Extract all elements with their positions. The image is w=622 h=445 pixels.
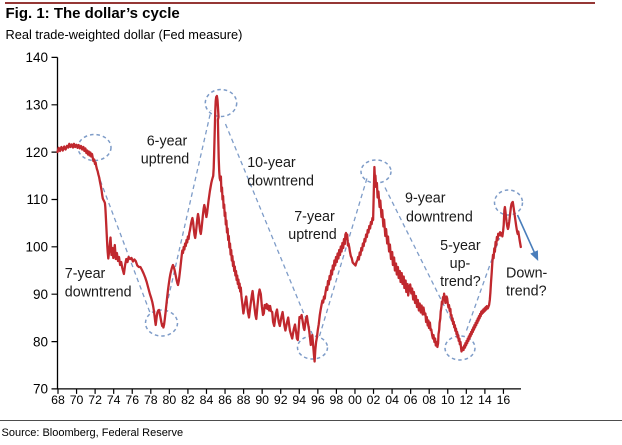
svg-text:88: 88 — [237, 393, 251, 407]
svg-text:9-year: 9-year — [405, 191, 446, 207]
svg-text:5-year: 5-year — [440, 238, 481, 254]
svg-text:00: 00 — [348, 393, 362, 407]
svg-text:80: 80 — [163, 393, 177, 407]
svg-text:08: 08 — [422, 393, 436, 407]
svg-text:7-year: 7-year — [294, 209, 335, 225]
svg-text:76: 76 — [125, 393, 139, 407]
svg-text:86: 86 — [218, 393, 232, 407]
svg-text:70: 70 — [33, 382, 48, 397]
svg-text:uptrend: uptrend — [141, 152, 190, 168]
svg-text:80: 80 — [33, 334, 48, 349]
svg-text:14: 14 — [478, 393, 492, 407]
svg-text:84: 84 — [200, 393, 214, 407]
svg-text:trend?: trend? — [440, 274, 481, 290]
svg-text:98: 98 — [330, 393, 344, 407]
svg-text:130: 130 — [25, 98, 48, 113]
svg-text:78: 78 — [144, 393, 158, 407]
svg-text:Down-: Down- — [506, 265, 548, 281]
svg-text:12: 12 — [459, 393, 473, 407]
svg-text:7-year: 7-year — [65, 266, 106, 282]
svg-text:02: 02 — [367, 393, 381, 407]
svg-text:92: 92 — [274, 393, 288, 407]
svg-text:16: 16 — [497, 393, 511, 407]
svg-text:140: 140 — [25, 50, 48, 65]
svg-text:6-year: 6-year — [147, 133, 188, 149]
svg-text:96: 96 — [311, 393, 325, 407]
svg-text:68: 68 — [51, 393, 65, 407]
svg-text:90: 90 — [255, 393, 269, 407]
svg-text:10-year: 10-year — [247, 155, 296, 171]
svg-text:90: 90 — [33, 287, 48, 302]
svg-text:74: 74 — [107, 393, 121, 407]
svg-text:110: 110 — [26, 192, 48, 207]
svg-text:72: 72 — [88, 393, 102, 407]
svg-text:downtrend: downtrend — [247, 174, 314, 190]
svg-text:120: 120 — [25, 145, 48, 160]
svg-text:trend?: trend? — [506, 283, 547, 299]
svg-text:04: 04 — [385, 393, 399, 407]
svg-text:uptrend: uptrend — [288, 227, 337, 243]
svg-text:82: 82 — [181, 393, 195, 407]
svg-text:06: 06 — [404, 393, 418, 407]
svg-text:downtrend: downtrend — [65, 285, 132, 301]
svg-text:up-: up- — [450, 256, 471, 272]
svg-text:94: 94 — [292, 393, 306, 407]
svg-text:100: 100 — [25, 240, 48, 255]
svg-text:70: 70 — [70, 393, 84, 407]
svg-text:downtrend: downtrend — [406, 210, 473, 226]
svg-text:10: 10 — [441, 393, 455, 407]
